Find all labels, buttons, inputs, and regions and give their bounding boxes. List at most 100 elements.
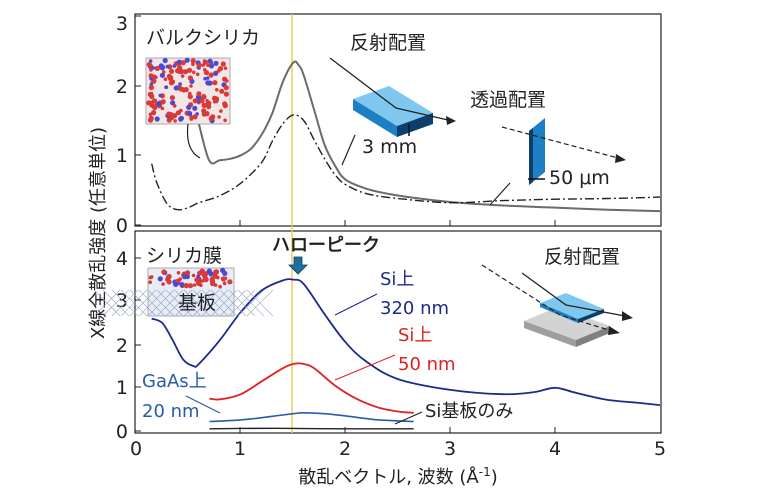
atom-dot <box>202 59 208 65</box>
atom-dot <box>219 109 223 113</box>
callout-si320 <box>334 293 378 316</box>
atom-dot <box>227 279 233 285</box>
atom-dot <box>207 80 213 86</box>
reflection-beam-top-arrowhead <box>446 116 456 125</box>
bulk-silica-structure-image <box>145 57 231 125</box>
atom-dot <box>202 275 208 281</box>
label-si320-line2: 320 nm <box>380 298 449 319</box>
label-3mm: 3 mm <box>362 136 417 158</box>
atom-dot <box>217 115 221 119</box>
atom-dot <box>187 94 193 100</box>
label-transmission: 透過配置 <box>470 89 546 111</box>
top-series-group <box>151 60 661 213</box>
thickness-50um-callout <box>489 182 511 206</box>
atom-dot <box>162 70 166 74</box>
atom-dot <box>192 283 197 287</box>
atom-dot <box>219 88 225 94</box>
atom-dot <box>161 269 167 275</box>
lattice-line <box>193 290 219 316</box>
bottom-series-group <box>151 278 661 430</box>
atom-dot <box>190 58 196 64</box>
atom-dot <box>223 85 229 91</box>
atom-dot <box>154 65 160 71</box>
atom-dot <box>173 119 177 123</box>
atom-dot <box>156 101 162 107</box>
atom-dot <box>192 70 196 75</box>
atom-dot <box>176 59 182 65</box>
atom-dot <box>183 69 189 75</box>
atom-dot <box>186 104 192 110</box>
label-gaas-line2: 20 nm <box>142 401 200 422</box>
atom-dot <box>151 110 157 116</box>
bottom-x-axis: 0 1 2 3 4 5 <box>130 427 666 460</box>
reflection-beam-bottom-arrowhead <box>622 311 633 321</box>
atom-dot <box>157 276 163 282</box>
atom-dot <box>207 58 213 64</box>
reflection-beam-bottom-solid <box>521 272 626 317</box>
top-ytick-0: 0 <box>116 215 128 237</box>
atom-dot <box>147 117 154 123</box>
atom-dot <box>196 62 202 68</box>
top-x-ticks <box>239 220 556 226</box>
xtick-5: 5 <box>654 438 666 460</box>
atom-dot <box>192 98 198 104</box>
atom-dot <box>191 62 195 67</box>
xtick-4: 4 <box>549 438 561 460</box>
label-50um: 50 μm <box>549 167 610 189</box>
label-si50-line2: 50 nm <box>398 354 456 375</box>
atom-dot <box>151 74 157 80</box>
atom-dot <box>196 274 200 279</box>
callout-si-substrate <box>394 411 423 425</box>
atom-dot <box>201 108 207 114</box>
lattice-line <box>139 290 165 316</box>
atom-dot <box>180 74 185 78</box>
atom-dot <box>199 283 203 288</box>
xtick-0: 0 <box>130 438 142 460</box>
bottom-ytick-3: 3 <box>116 290 128 312</box>
atom-dot <box>178 86 184 92</box>
atom-dot <box>178 277 182 281</box>
atom-dot <box>160 99 166 105</box>
atom-dot <box>149 93 155 99</box>
atom-dot <box>191 273 196 278</box>
atom-dot <box>213 269 219 275</box>
atom-dot <box>220 276 226 282</box>
thickness-3mm-callout <box>341 134 356 166</box>
atom-dot <box>222 270 228 276</box>
atom-dot <box>187 75 193 81</box>
atom-dot <box>163 77 168 81</box>
series-si-50nm <box>209 362 414 414</box>
lattice-line <box>184 290 210 316</box>
atom-dot <box>172 64 177 68</box>
atom-dot <box>222 281 227 286</box>
lattice-line <box>166 290 192 316</box>
bottom-panel-frame <box>134 230 662 434</box>
atom-dot <box>214 99 219 104</box>
transmission-sample-plate <box>529 118 545 185</box>
atom-dot <box>195 72 200 77</box>
lattice-line <box>157 290 183 316</box>
atom-dot <box>158 93 163 98</box>
atom-dot <box>189 84 193 88</box>
atom-dot <box>164 85 168 89</box>
atom-dot <box>203 68 207 72</box>
atom-dot <box>178 116 184 122</box>
atom-dot <box>222 103 228 109</box>
series-bulk-silica-transmission <box>151 114 661 211</box>
label-reflection-bottom: 反射配置 <box>544 246 620 268</box>
bottom-ytick-4: 4 <box>116 248 128 270</box>
atom-dot <box>169 79 176 85</box>
atom-dot <box>199 98 205 104</box>
atom-dot <box>180 60 186 66</box>
lattice-line <box>247 290 273 316</box>
atom-dot <box>172 104 177 108</box>
atom-dot <box>206 63 210 67</box>
atom-dot <box>149 102 155 108</box>
atom-dot <box>148 59 153 63</box>
atom-dot <box>179 68 185 75</box>
lattice-line <box>175 290 201 316</box>
label-si50-line1: Si上 <box>398 325 432 346</box>
bottom-ytick-1: 1 <box>116 377 128 399</box>
atom-dot <box>187 67 193 73</box>
